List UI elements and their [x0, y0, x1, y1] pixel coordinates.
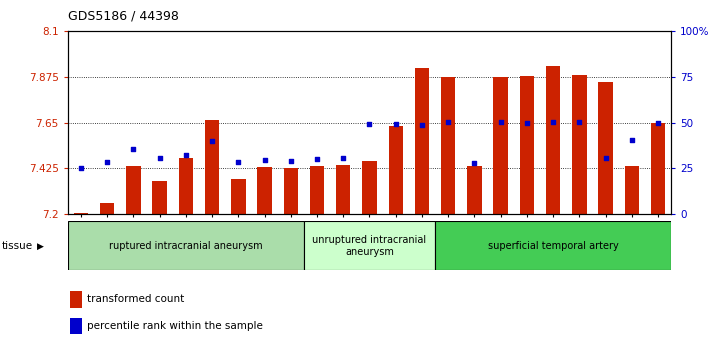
Point: [285, 158, 296, 164]
Point: [233, 159, 244, 165]
Point: [495, 119, 506, 125]
Bar: [126, 166, 141, 214]
Point: [626, 138, 638, 143]
Point: [311, 156, 323, 162]
Bar: [310, 166, 324, 214]
Bar: [520, 76, 534, 214]
Text: unruptured intracranial
aneurysm: unruptured intracranial aneurysm: [313, 235, 426, 257]
Text: transformed count: transformed count: [88, 294, 185, 305]
Point: [101, 159, 113, 165]
Bar: [205, 121, 219, 214]
Bar: [336, 165, 351, 214]
Point: [128, 146, 139, 152]
Text: ruptured intracranial aneurysm: ruptured intracranial aneurysm: [109, 241, 263, 251]
Text: GDS5186 / 44398: GDS5186 / 44398: [68, 9, 178, 22]
Point: [75, 166, 86, 171]
Point: [154, 155, 166, 161]
Bar: [546, 66, 560, 214]
FancyBboxPatch shape: [304, 221, 435, 270]
Bar: [362, 161, 377, 214]
Point: [416, 122, 428, 127]
Bar: [283, 168, 298, 214]
Point: [443, 119, 454, 125]
Bar: [74, 213, 88, 214]
Bar: [388, 126, 403, 214]
FancyBboxPatch shape: [68, 221, 304, 270]
Bar: [467, 166, 482, 214]
Point: [521, 120, 533, 126]
Point: [468, 160, 480, 166]
Point: [573, 119, 585, 125]
Text: tissue: tissue: [1, 241, 33, 251]
Bar: [231, 179, 246, 214]
Point: [338, 155, 349, 160]
Bar: [69, 318, 82, 334]
Bar: [69, 291, 82, 307]
Point: [548, 119, 559, 125]
Point: [180, 152, 191, 158]
Text: superficial temporal artery: superficial temporal artery: [488, 241, 618, 251]
Bar: [441, 77, 456, 214]
Text: ▶: ▶: [37, 241, 44, 250]
FancyBboxPatch shape: [435, 221, 671, 270]
Bar: [415, 68, 429, 214]
Bar: [651, 123, 665, 214]
Bar: [100, 203, 114, 214]
Bar: [572, 75, 587, 214]
Bar: [178, 158, 193, 214]
Point: [390, 121, 401, 127]
Text: percentile rank within the sample: percentile rank within the sample: [88, 321, 263, 331]
Bar: [152, 180, 167, 214]
Point: [600, 155, 611, 160]
Bar: [257, 167, 272, 214]
Point: [653, 120, 664, 126]
Bar: [625, 166, 639, 214]
Point: [259, 157, 271, 163]
Point: [206, 138, 218, 144]
Point: [363, 121, 375, 126]
Bar: [493, 77, 508, 214]
Bar: [598, 82, 613, 214]
